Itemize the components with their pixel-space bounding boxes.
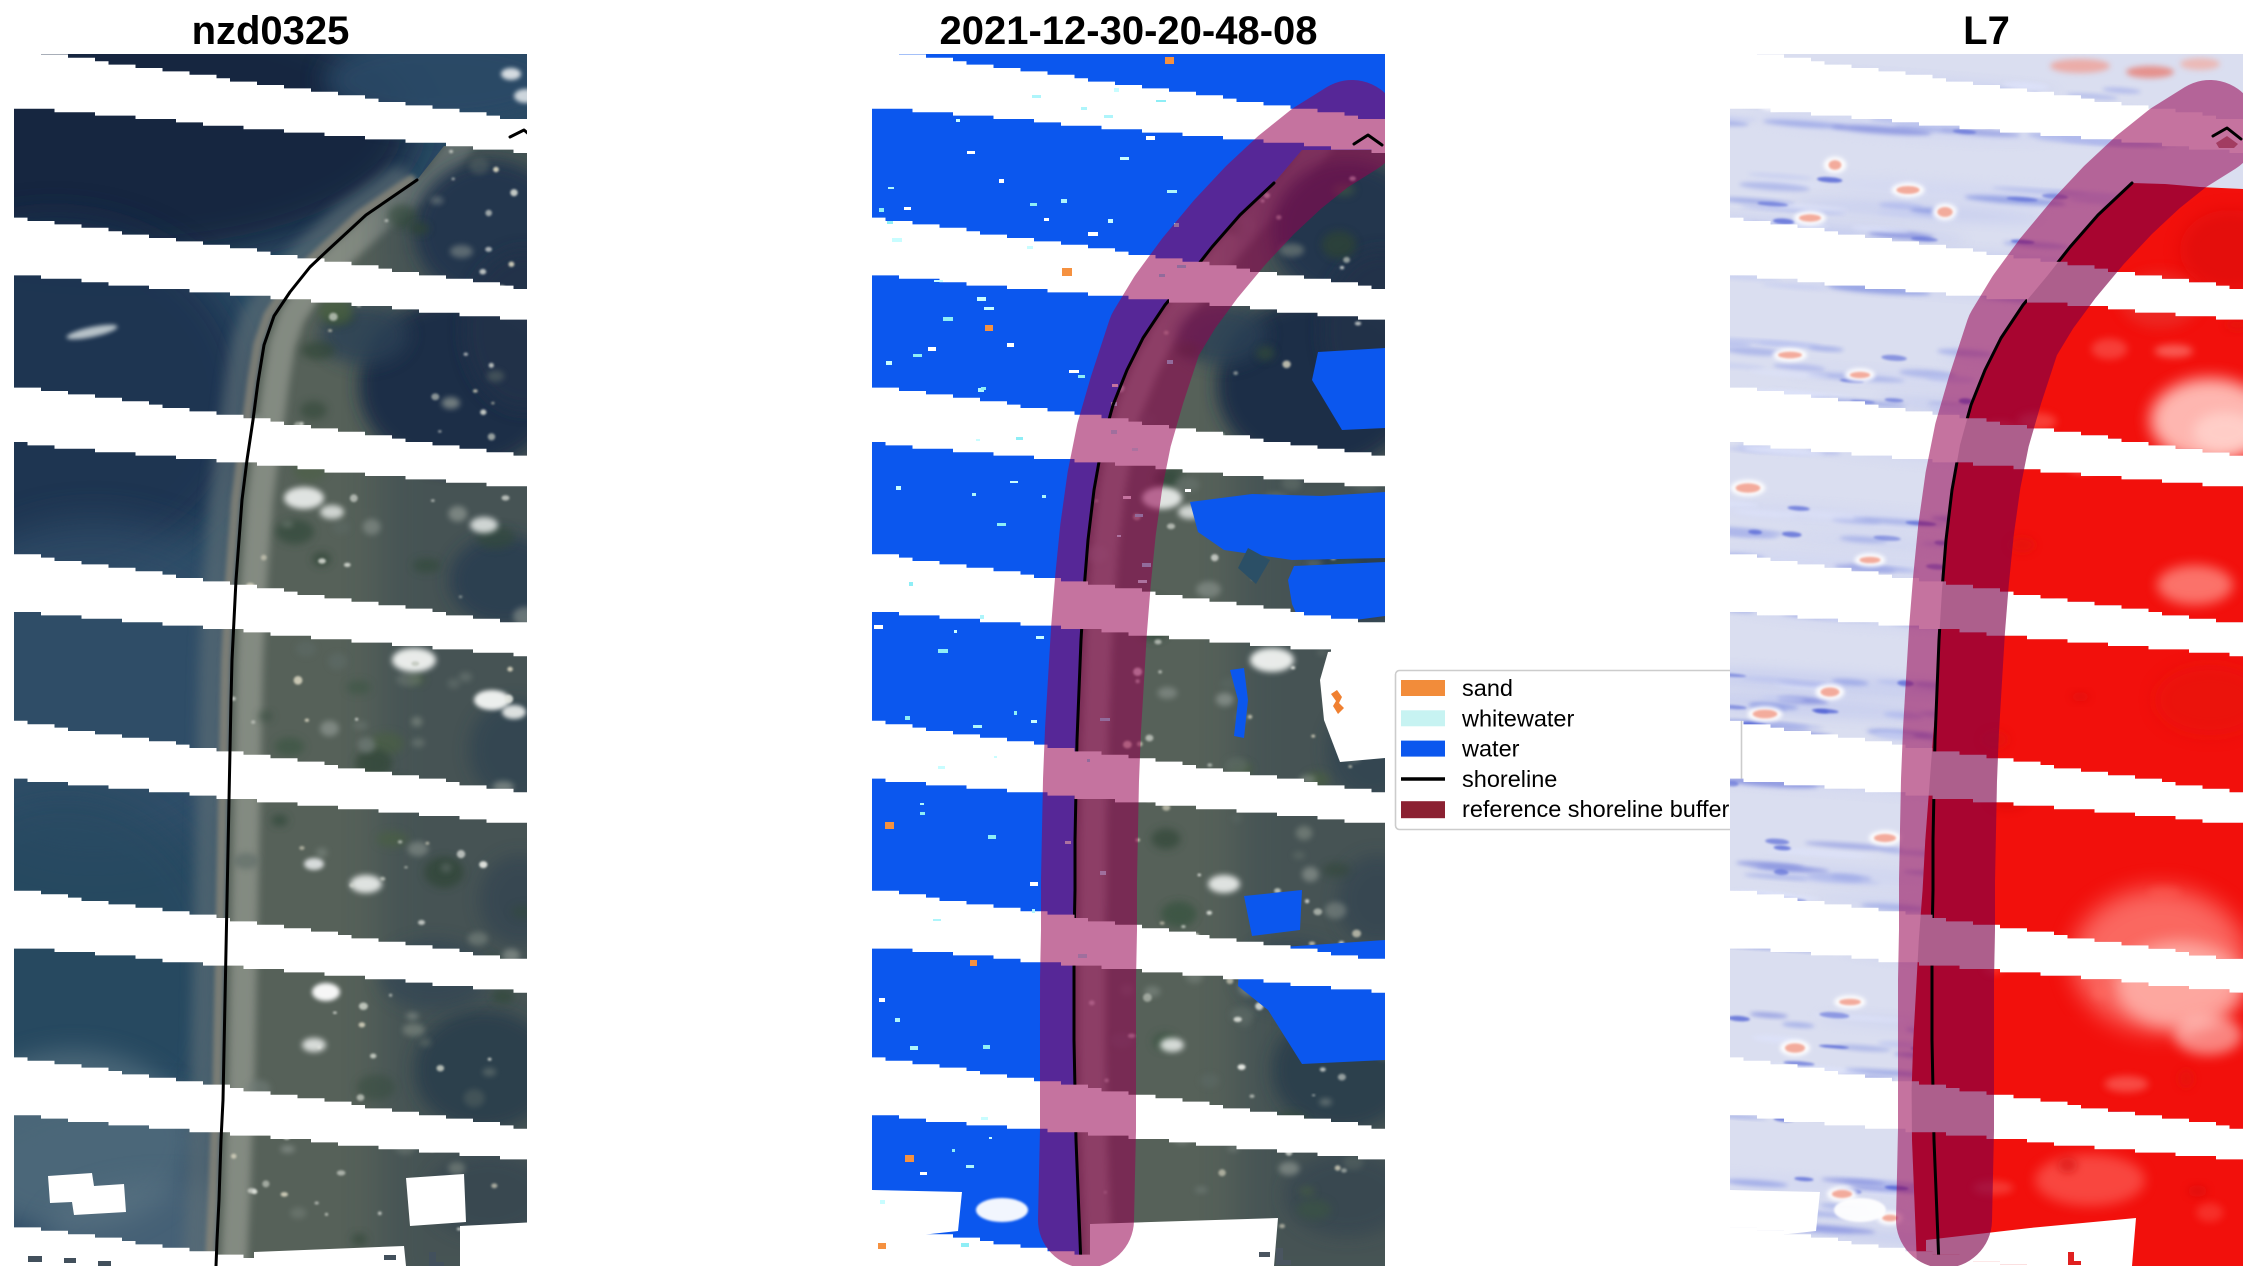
svg-text:nzd0325: nzd0325 [192,9,350,53]
svg-text:2021-12-30-20-48-08: 2021-12-30-20-48-08 [939,9,1317,53]
svg-text:shoreline: shoreline [1462,766,1557,792]
svg-text:sand: sand [1462,675,1513,701]
svg-text:water: water [1461,736,1520,762]
svg-text:L7: L7 [1963,9,2010,53]
svg-text:reference shoreline buffer: reference shoreline buffer [1462,796,1730,822]
svg-text:whitewater: whitewater [1461,705,1574,731]
